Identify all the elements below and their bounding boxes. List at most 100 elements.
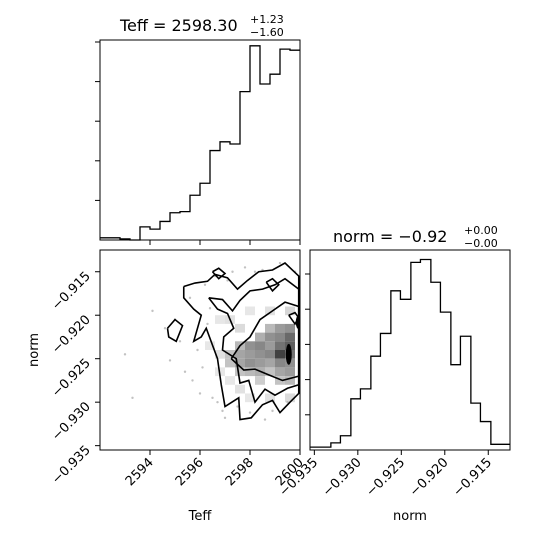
norm-y-tick-label: −0.915 [49, 269, 94, 314]
scatter-point [131, 396, 134, 400]
contour-line [166, 318, 184, 343]
density-cell [255, 358, 265, 368]
teff-title-sup: +1.23 [250, 13, 284, 26]
density-cell [275, 376, 285, 385]
teff-histogram-bars [100, 45, 300, 241]
density-cell [245, 341, 255, 350]
norm-histogram-frame [309, 249, 511, 451]
density-cell [235, 367, 245, 377]
scatter-point [243, 266, 247, 269]
density-cell [285, 393, 295, 403]
contour-lines [166, 262, 300, 421]
norm-histogram-step [310, 258, 510, 448]
scatter-point [211, 396, 214, 400]
scatter-point [248, 411, 252, 414]
density-cell [285, 376, 295, 385]
density-cell [255, 332, 265, 342]
scatter-point [221, 409, 224, 413]
norm-x-label: norm [393, 509, 427, 524]
teff-title-sub: −1.60 [250, 26, 284, 39]
scatter-point [286, 400, 289, 404]
high-density-blob [295, 315, 300, 330]
density-cell [265, 393, 275, 403]
density-cell [265, 323, 275, 333]
density-cell [245, 367, 255, 377]
scatter-point [226, 279, 229, 282]
scatter-point [271, 409, 274, 413]
density-cell [205, 341, 215, 350]
density-cell [235, 323, 245, 333]
density-cell [275, 358, 285, 368]
teff-histogram-step [100, 45, 300, 241]
density-cell [265, 332, 275, 342]
density-cell [285, 367, 295, 377]
contour-line [208, 277, 300, 404]
density-cell [225, 376, 235, 385]
density-cell [275, 332, 285, 342]
density-cell [265, 341, 275, 350]
norm-y-tick-label: −0.935 [49, 443, 94, 488]
norm-hist-x-tick-label: −0.915 [450, 455, 495, 500]
teff-x-tick-label: 2596 [173, 455, 207, 489]
scatter-point [198, 392, 202, 395]
density-cell [285, 306, 295, 316]
contour-line [230, 301, 300, 382]
norm-title: norm = −0.92 [333, 227, 447, 246]
scatter-point [188, 296, 192, 300]
norm-hist-x-tick-label: −0.930 [320, 455, 365, 500]
scatter-point [216, 400, 219, 404]
density-cell [265, 358, 275, 368]
scatter-point [206, 322, 209, 326]
norm-histogram-panel: norm = −0.92 +0.00 −0.00 −0.935−0.930−0.… [277, 224, 511, 524]
norm-hist-x-tick-label: −0.925 [364, 455, 409, 500]
density-cell [265, 306, 275, 316]
scatter-point [278, 261, 282, 265]
density-cell [235, 384, 245, 394]
high-density-blobs [285, 315, 300, 365]
scatter-point [223, 416, 227, 420]
scatter-point [236, 405, 239, 408]
norm-title-sup: +0.00 [464, 224, 498, 237]
density-cell [235, 350, 245, 359]
density-cell [225, 358, 235, 368]
high-density-blob [285, 343, 292, 365]
density-cell [265, 350, 275, 359]
scatter-point [178, 340, 182, 343]
density-cell [215, 350, 225, 359]
density-cell [275, 341, 285, 350]
density-grid [205, 306, 295, 403]
density-cell [275, 350, 285, 359]
density-cell [265, 367, 275, 377]
density-cell [255, 376, 265, 385]
teff-x-label: Teff [188, 509, 213, 524]
density-cell [235, 358, 245, 368]
scatter-point [163, 327, 167, 330]
teff-vs-norm-panel: 2594 2596 2598 2600 −0.915−0.920−0.925−0.93… [27, 249, 307, 524]
teff-title: Teff = 2598.30 [119, 16, 238, 35]
density-cell [245, 358, 255, 368]
density-cell [285, 332, 295, 342]
scatter-point [191, 379, 194, 382]
teff-histogram-ticks [95, 41, 301, 245]
teff-x-ticks: 2594 2596 2598 2600 [123, 450, 307, 489]
density-cell [245, 306, 255, 316]
density-cell [255, 350, 265, 359]
scatter-point [203, 283, 207, 286]
teff-histogram-panel: Teff = 2598.30 +1.23 −1.60 [95, 13, 301, 245]
norm-y-label: norm [27, 333, 42, 367]
norm-hist-x-tick-label: −0.920 [407, 455, 452, 500]
density-cell [275, 367, 285, 377]
contour-line [265, 277, 280, 293]
scatter-point [196, 348, 199, 352]
scatter-point [183, 370, 187, 373]
norm-y-ticks: −0.915−0.920−0.925−0.930−0.935 [49, 269, 100, 488]
scatter-point [201, 366, 204, 369]
scatter-point [263, 418, 267, 421]
scatter-point [253, 270, 257, 273]
scatter-point [123, 353, 127, 356]
scatter-point [151, 309, 154, 313]
scatter-point [168, 359, 172, 362]
density-cell [285, 323, 295, 333]
norm-title-sub: −0.00 [464, 237, 498, 250]
